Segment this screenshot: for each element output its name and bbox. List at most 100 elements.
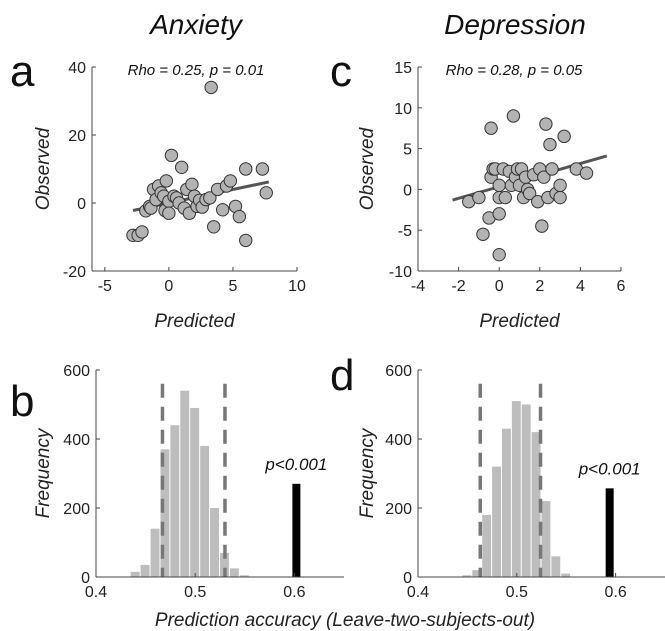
data-point [506,109,521,123]
histogram-bar [190,407,200,577]
y-axis-label: Frequency [357,427,378,518]
y-tick-label: 400 [385,432,412,449]
x-tick-label: -2 [451,278,465,295]
data-point [476,227,490,241]
p-value-label: p<0.001 [578,459,641,478]
x-tick-label: 0.6 [604,584,626,601]
histogram-bar [521,404,531,577]
x-tick-label: 10 [288,278,306,295]
data-point [174,160,189,175]
histogram-bar [170,425,180,577]
data-point [162,206,176,220]
y-tick-label: 5 [403,142,412,159]
panel-letter: b [10,377,34,426]
data-point [215,203,230,217]
histogram-bar [492,466,501,577]
correlation-annotation: Rho = 0.28, p = 0.05 [446,62,583,79]
histogram-bar [150,528,160,577]
histogram-bar [482,514,492,577]
histogram-bar [239,575,249,577]
data-point [239,233,253,248]
x-axis-label: Predicted [154,311,236,332]
data-point [543,137,557,152]
panel-c: -4 -2 0 2 4 6 -10 -5 0 5 10 15 Observed Predicted c Rho… [330,47,626,332]
x-tick-label: 0.4 [407,584,429,601]
panel-d: p<0.001 0.4 0.5 0.6 0 200 400 600 Frequency d [330,351,665,601]
y-axis-label: Frequency [33,427,54,518]
histogram-bar [561,573,571,577]
panel-letter: c [330,47,352,96]
y-tick-label: 15 [394,60,412,77]
data-point [159,174,174,188]
x-tick-label: -4 [411,278,425,295]
y-tick-label: 0 [403,570,412,587]
data-point [239,162,253,176]
x-tick-label: 4 [576,278,585,295]
histogram-bar [229,568,239,577]
panel-letter: a [10,47,35,96]
panel-a: -5 0 5 10 -20 0 20 40 Observed Predicted a Rho = 0.… [10,47,306,332]
data-point [259,186,273,200]
x-tick-label: 0.5 [184,584,206,601]
y-tick-label: 0 [403,182,412,199]
data-point [472,190,486,205]
y-tick-label: 200 [63,501,90,518]
x-tick-label: 0.6 [283,584,305,601]
x-tick-label: 0 [495,278,504,295]
data-point [553,178,567,193]
bottom-axis-label: Prediction accuracy (Leave-two-subjects-… [155,610,535,631]
data-point [203,191,217,205]
correlation-annotation: Rho = 0.25, p = 0.01 [128,62,265,79]
data-point [135,225,149,239]
y-tick-label: 0 [77,196,86,213]
y-tick-label: -5 [398,223,412,240]
x-tick-label: 5 [228,278,237,295]
y-tick-label: -10 [389,264,412,281]
panel-letter: d [330,351,354,400]
data-point [204,80,218,95]
data-point [492,247,506,262]
histogram-bar [220,552,229,577]
data-point [492,178,506,193]
data-point [492,207,506,221]
y-tick-label: -20 [63,264,86,281]
data-point [535,219,549,233]
data-point [539,117,553,131]
data-point [255,162,270,176]
histogram-bar [531,432,541,577]
x-axis-label: Predicted [479,311,561,332]
histogram-bar [541,501,551,577]
y-tick-label: 200 [385,501,412,518]
x-tick-label: 0.5 [506,584,528,601]
observed-accuracy-bar [605,488,614,577]
x-tick-label: 2 [535,278,544,295]
data-point [498,190,512,205]
data-point [164,148,179,163]
y-tick-label: 40 [68,60,86,77]
p-value-label: p<0.001 [264,455,327,474]
x-tick-label: -5 [98,278,112,295]
histogram-bar [472,570,482,577]
histogram-bar [511,401,521,577]
x-tick-label: 0.4 [85,584,107,601]
data-point [223,174,238,188]
histogram-bar [160,449,170,577]
y-tick-label: 600 [63,363,90,380]
histogram-bar [501,428,511,577]
x-tick-label: 0 [164,278,173,295]
data-point [579,166,594,180]
data-point [207,220,221,234]
data-point [553,190,567,205]
histogram-bar [200,445,210,577]
data-point [185,177,199,192]
data-point [484,121,498,135]
y-axis-label: Observed [357,126,378,210]
data-point [522,186,537,201]
histogram-bar [210,508,219,577]
histogram-bar [140,564,150,577]
data-point [232,209,247,224]
histogram-bar [462,575,472,577]
y-tick-label: 400 [63,432,90,449]
